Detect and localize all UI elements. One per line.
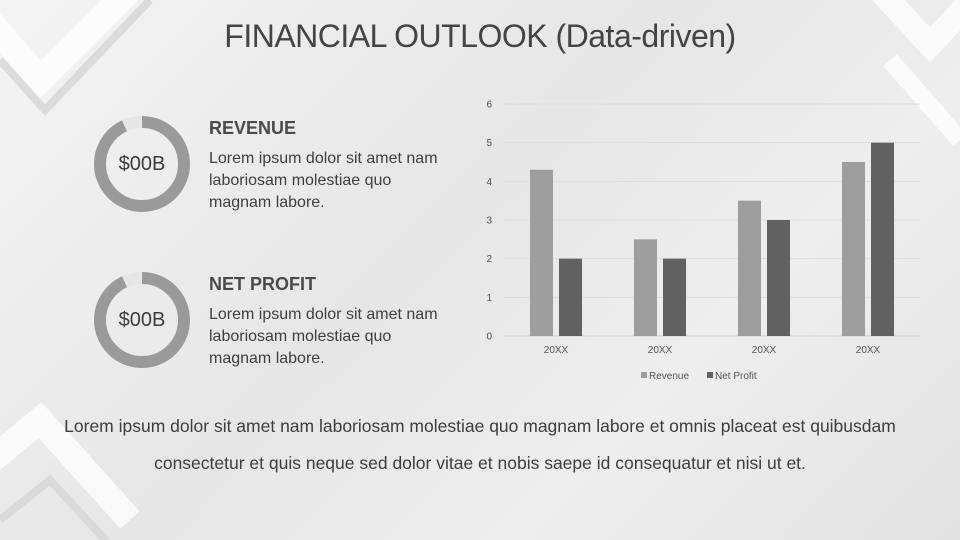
y-tick-label: 0 <box>486 332 492 343</box>
page-title: FINANCIAL OUTLOOK (Data-driven) <box>224 18 736 54</box>
net-profit-donut <box>94 272 190 368</box>
kpi-revenue: $00B REVENUE Lorem ipsum dolor sit amet … <box>92 112 452 222</box>
legend-label-revenue: Revenue <box>649 371 689 382</box>
revenue-value: $00B <box>118 153 166 175</box>
revenue-donut <box>94 116 190 212</box>
revenue-donut-arc <box>94 116 190 212</box>
net-profit-bar <box>559 258 582 336</box>
net-profit-value: $00B <box>118 309 166 331</box>
bar-chart: 0 1 2 3 4 5 6 20XX 20XX 20XX 20XX Revenue Net Profit <box>486 100 920 382</box>
revenue-title: REVENUE <box>209 118 297 138</box>
net-profit-bar <box>767 220 790 336</box>
y-tick-label: 4 <box>486 177 492 188</box>
legend-swatch-net-profit <box>707 372 713 378</box>
net-profit-bar <box>663 258 686 336</box>
x-tick-label: 20XX <box>648 345 673 356</box>
revenue-bar <box>842 162 865 336</box>
revenue-bar <box>738 200 761 336</box>
footer-text: Lorem ipsum dolor sit amet nam laboriosa… <box>64 416 896 473</box>
net-profit-description: Lorem ipsum dolor sit amet nam laboriosa… <box>209 306 438 367</box>
y-tick-label: 2 <box>486 254 492 265</box>
y-tick-label: 6 <box>486 100 492 111</box>
x-tick-label: 20XX <box>752 345 777 356</box>
y-tick-label: 5 <box>486 138 492 149</box>
revenue-bar <box>634 239 657 336</box>
y-tick-label: 1 <box>486 293 492 304</box>
legend-swatch-revenue <box>641 372 647 378</box>
revenue-description: Lorem ipsum dolor sit amet nam laboriosa… <box>209 150 438 211</box>
net-profit-donut-arc <box>94 272 190 368</box>
net-profit-title: NET PROFIT <box>209 274 316 294</box>
x-tick-label: 20XX <box>544 345 569 356</box>
x-tick-label: 20XX <box>856 345 881 356</box>
net-profit-bar <box>871 142 894 336</box>
kpi-net-profit: $00B NET PROFIT Lorem ipsum dolor sit am… <box>92 268 452 378</box>
y-tick-label: 3 <box>486 216 492 227</box>
legend-label-net-profit: Net Profit <box>715 371 757 382</box>
revenue-bar <box>530 169 553 336</box>
